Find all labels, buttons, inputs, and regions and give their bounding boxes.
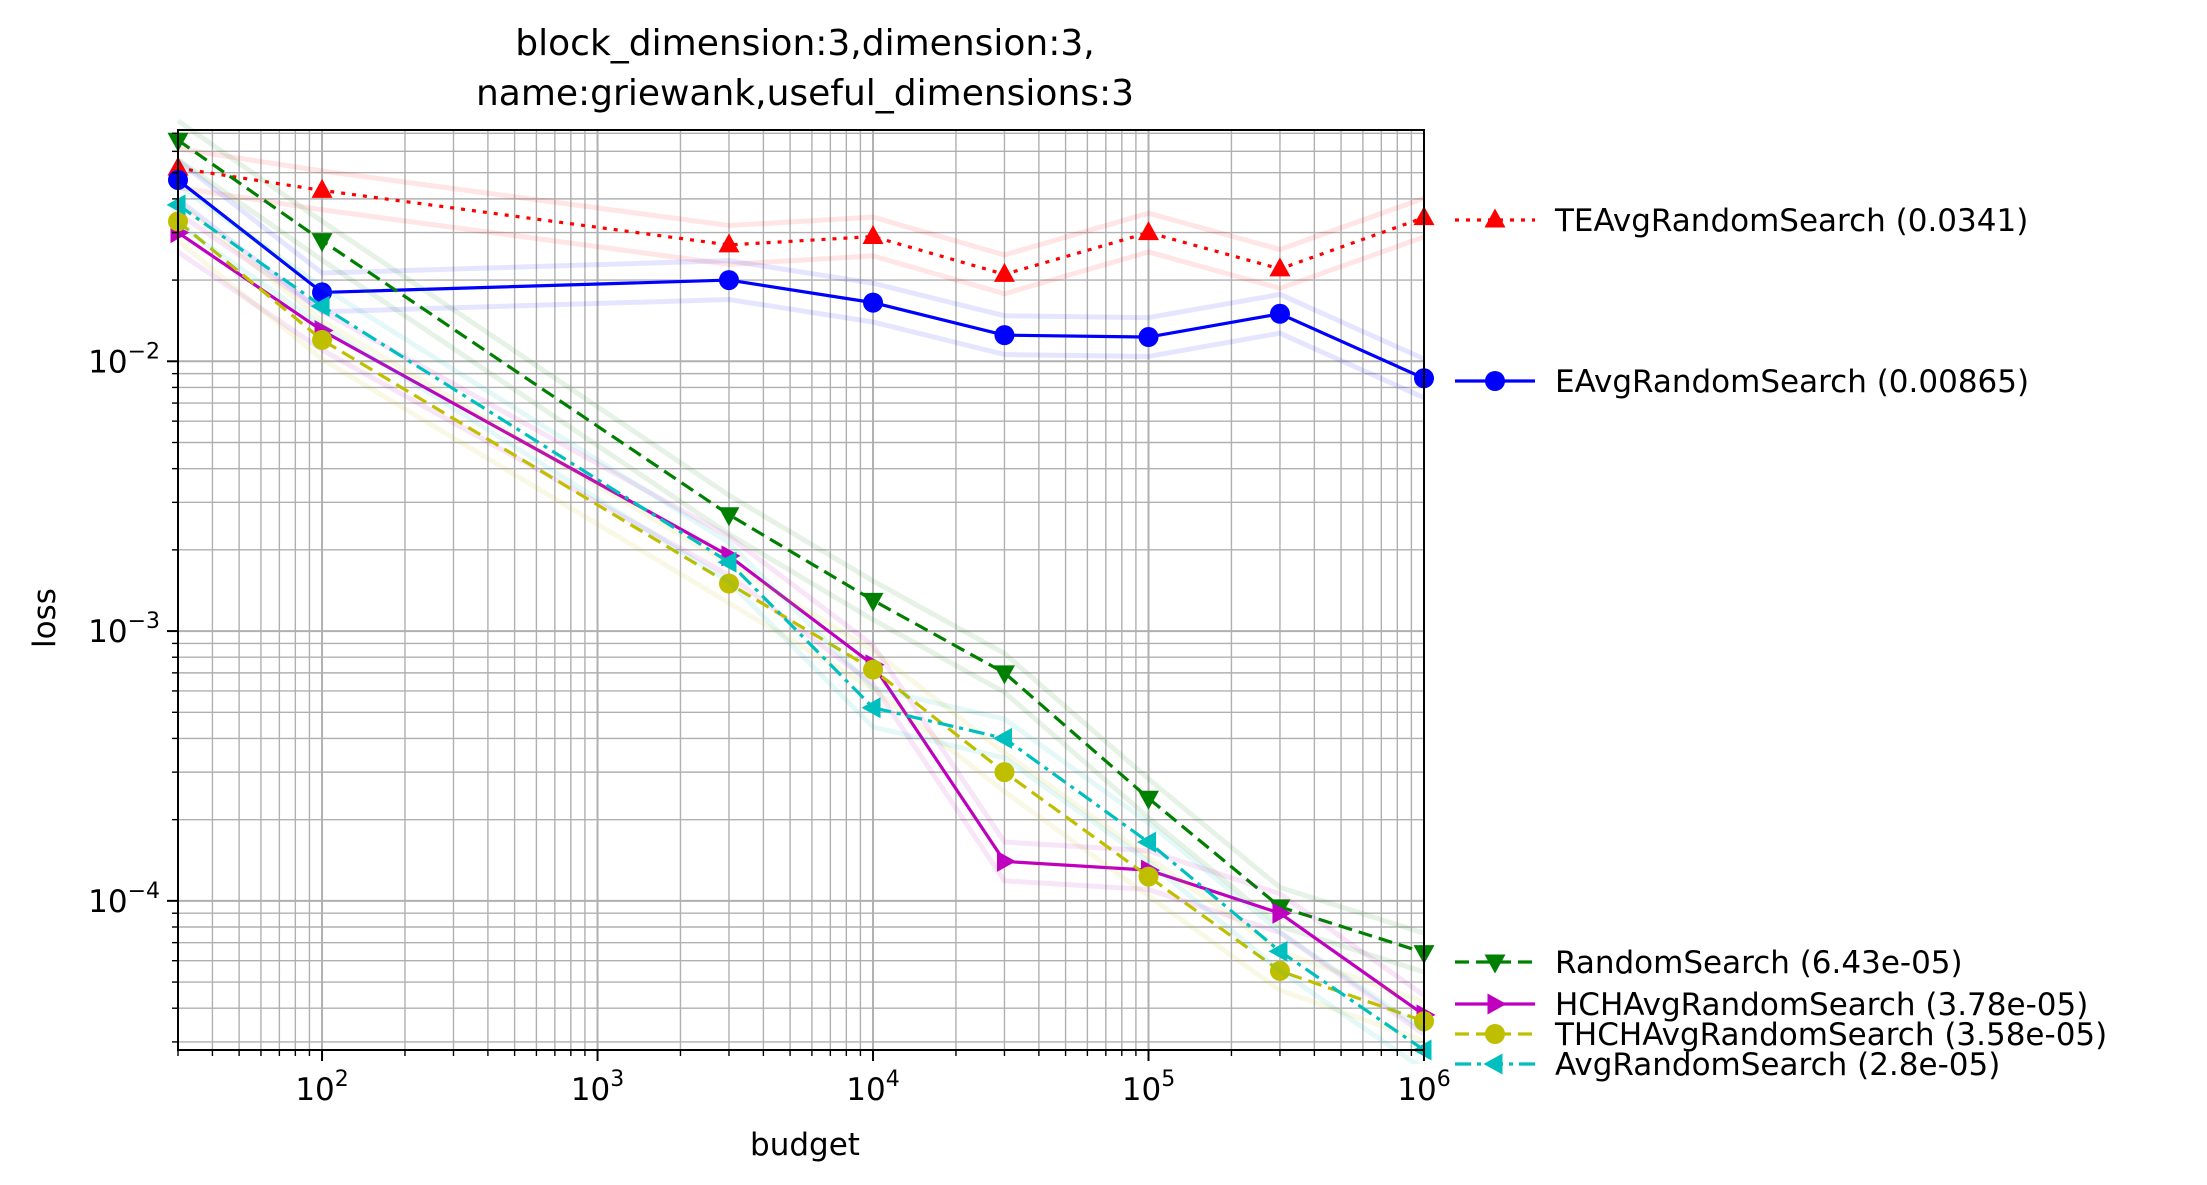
x-axis: 102 103 104 105 106 [177, 1050, 1451, 1108]
data-point [717, 551, 737, 573]
legend-label: HCHAvgRandomSearch (3.78e-05) [1555, 987, 2088, 1023]
data-point [311, 178, 333, 198]
series-band-lower [176, 197, 1426, 400]
series-4 [168, 200, 1434, 1043]
series-band-upper [176, 200, 1425, 1005]
series-band-upper [176, 158, 1426, 362]
legend-marker [1485, 371, 1505, 391]
legend-label: TEAvgRandomSearch (0.0341) [1554, 203, 2028, 239]
plot-frame [177, 129, 1425, 1051]
series-band-upper [176, 118, 1425, 936]
chart-title-line-2: name:griewank,useful_dimensions:3 [476, 73, 1134, 114]
data-point [994, 325, 1015, 346]
series-5 [166, 183, 1432, 1064]
series-band-lower [176, 249, 1426, 1037]
x-tick-label: 103 [571, 1067, 624, 1108]
legend-item-5: AvgRandomSearch (2.8e-05) [1455, 1047, 2000, 1083]
legend-label: AvgRandomSearch (2.8e-05) [1555, 1047, 2000, 1083]
series-band-lower [177, 185, 1425, 297]
x-axis-label: budget [750, 1127, 860, 1163]
data-point [993, 665, 1015, 685]
series-band-lower [176, 222, 1421, 1064]
plot-area [166, 118, 1436, 1064]
legend-marker [1485, 1024, 1505, 1044]
legend-marker [1484, 954, 1506, 974]
y-axis-label: loss [27, 588, 63, 648]
series-line [177, 166, 1425, 277]
series-band-upper [176, 183, 1426, 1033]
series-band-lower [176, 157, 1425, 975]
legend-item-2: RandomSearch (6.43e-05) [1455, 945, 1963, 981]
data-point [1137, 831, 1157, 853]
series-1 [168, 158, 1434, 400]
legend: TEAvgRandomSearch (0.0341) EAvgRandomSear… [1455, 203, 2107, 1083]
x-tick-label: 102 [295, 1067, 348, 1108]
data-point [862, 592, 884, 612]
y-tick-label: 10−4 [88, 879, 160, 920]
series-band-upper [177, 146, 1425, 258]
legend-item-3: HCHAvgRandomSearch (3.78e-05) [1455, 987, 2088, 1023]
series-line [177, 138, 1425, 955]
data-point [166, 194, 186, 216]
x-tick-label: 106 [1397, 1067, 1450, 1108]
data-point [861, 697, 881, 719]
legend-item-4: THCHAvgRandomSearch (3.58e-05) [1455, 1017, 2107, 1053]
y-tick-label: 10−2 [88, 339, 160, 380]
series-line [177, 178, 1425, 380]
data-point [1269, 303, 1290, 324]
data-point [1138, 327, 1159, 348]
data-point [1268, 940, 1288, 962]
data-point [1269, 960, 1290, 981]
x-tick-label: 104 [846, 1067, 899, 1108]
data-point [312, 329, 333, 350]
data-point [718, 573, 739, 594]
data-point [862, 225, 884, 245]
legend-marker [1483, 1053, 1503, 1075]
data-point [718, 233, 740, 253]
legend-label: EAvgRandomSearch (0.00865) [1555, 364, 2029, 400]
data-point [718, 270, 739, 291]
data-point [311, 233, 333, 253]
chart-title-line-1: block_dimension:3,dimension:3, [515, 23, 1094, 64]
y-tick-label: 10−3 [88, 609, 160, 650]
series-line [177, 231, 1425, 1017]
data-point [718, 507, 740, 527]
chart-title: block_dimension:3,dimension:3, name:grie… [476, 23, 1134, 114]
legend-item-1: EAvgRandomSearch (0.00865) [1455, 364, 2029, 400]
data-point [863, 292, 884, 313]
legend-marker [1484, 208, 1506, 228]
data-point [1138, 221, 1160, 241]
grid-minor [177, 130, 1424, 1050]
data-point [863, 659, 884, 680]
series-band-lower [176, 238, 1425, 1043]
legend-item-0: TEAvgRandomSearch (0.0341) [1455, 203, 2028, 239]
data-point [993, 262, 1015, 282]
data-point [992, 727, 1012, 749]
data-point [1272, 902, 1292, 924]
series-line [177, 203, 1425, 1052]
x-tick-label: 105 [1122, 1067, 1175, 1108]
series-2 [167, 118, 1435, 975]
data-point [310, 295, 330, 317]
legend-label: RandomSearch (6.43e-05) [1555, 945, 1963, 981]
data-point [996, 850, 1016, 872]
legend-label: THCHAvgRandomSearch (3.58e-05) [1554, 1017, 2107, 1053]
series-line [176, 220, 1425, 1023]
data-point [994, 762, 1015, 783]
data-point [1269, 257, 1291, 277]
legend-marker [1487, 993, 1507, 1015]
y-axis: 10−4 10−3 10−2 [88, 132, 178, 1043]
data-point [1138, 790, 1160, 810]
data-point [1138, 866, 1159, 887]
